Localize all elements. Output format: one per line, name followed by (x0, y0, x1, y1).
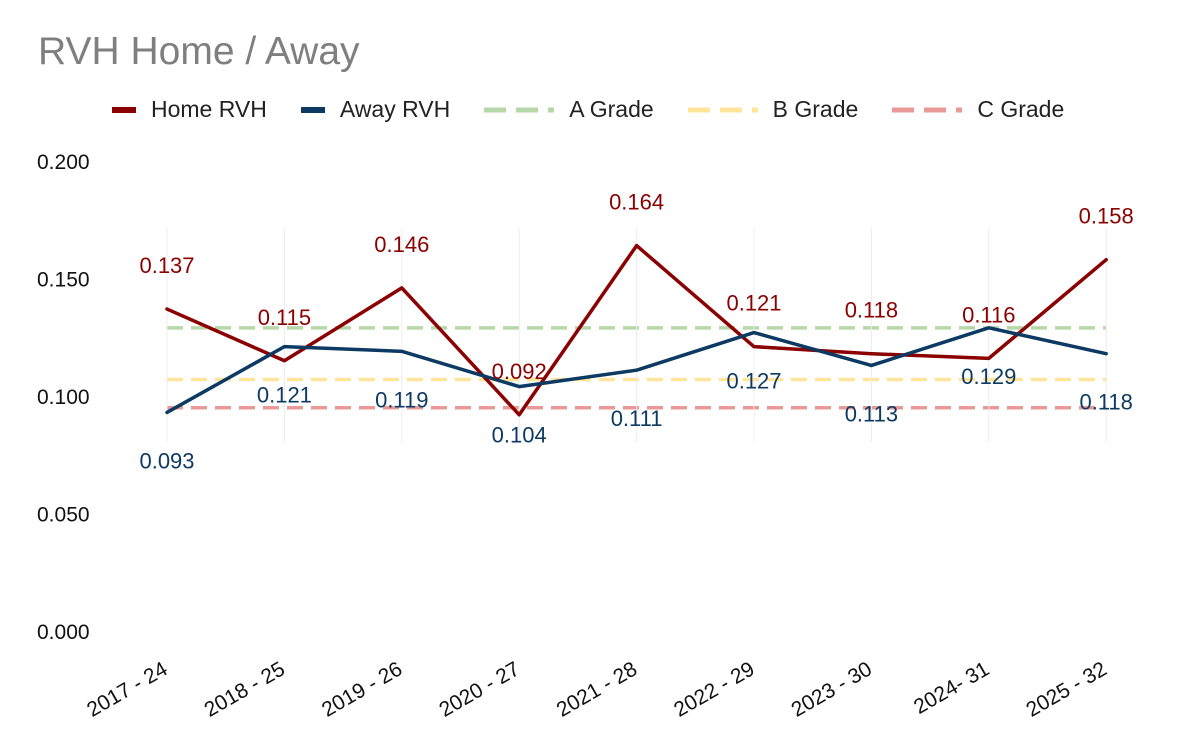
x-tick-label: 2025 - 32 (1022, 657, 1110, 721)
data-label-away-rvh: 0.104 (492, 423, 547, 448)
legend-swatch-home-rvh (112, 106, 136, 113)
data-label-away-rvh: 0.111 (611, 406, 663, 431)
y-tick-label: 0.150 (37, 269, 90, 292)
series-lines (163, 242, 1110, 419)
legend-swatch-away-rvh (300, 106, 325, 113)
legend-item-b-grade[interactable]: B Grade (687, 96, 859, 123)
data-point-home-rvh[interactable] (985, 354, 993, 362)
series-line-home-rvh[interactable] (165, 243, 1108, 417)
data-label-home-rvh: 0.158 (1079, 204, 1134, 229)
data-labels: 0.137 0.115 0.146 0.092 0.164 0.121 0.118 0.116… (139, 190, 1133, 474)
legend-label-home-rvh: Home RVH (151, 96, 267, 122)
data-point-away-rvh[interactable] (163, 408, 171, 416)
data-point-away-rvh[interactable] (750, 329, 758, 337)
data-point-away-rvh[interactable] (1102, 350, 1110, 358)
x-tick-label: 2022 - 29 (670, 657, 758, 721)
data-point-away-rvh[interactable] (633, 366, 641, 374)
data-point-home-rvh[interactable] (1102, 256, 1110, 264)
legend-swatch-b-grade (687, 107, 758, 112)
data-point-home-rvh[interactable] (280, 357, 288, 365)
x-axis: 2017 - 24 2018 - 25 2019 - 26 2020 - 27 2021… (83, 657, 1111, 721)
label-guides (166, 228, 1107, 442)
x-tick-label: 2021 - 28 (553, 657, 641, 721)
data-point-home-rvh[interactable] (633, 242, 641, 250)
legend-swatch-c-grade (892, 107, 963, 112)
data-label-home-rvh: 0.115 (258, 305, 311, 330)
legend-swatch-a-grade (484, 107, 555, 112)
legend-label-away-rvh: Away RVH (339, 96, 451, 122)
data-label-away-rvh: 0.118 (1079, 390, 1132, 415)
y-tick-label: 0.100 (37, 386, 90, 409)
data-label-home-rvh: 0.092 (492, 359, 547, 384)
data-label-away-rvh: 0.129 (961, 364, 1016, 389)
legend-label-a-grade: A Grade (569, 96, 654, 122)
legend-item-a-grade[interactable]: A Grade (484, 96, 654, 123)
data-label-home-rvh: 0.137 (139, 253, 194, 278)
legend-item-home-rvh[interactable]: Home RVH (112, 96, 267, 123)
x-tick-label: 2017 - 24 (83, 657, 172, 721)
legend-item-c-grade[interactable]: C Grade (892, 96, 1064, 123)
data-label-away-rvh: 0.127 (726, 369, 781, 394)
y-tick-label: 0.200 (37, 151, 90, 174)
data-point-home-rvh[interactable] (515, 411, 523, 419)
legend-label-c-grade: C Grade (977, 96, 1065, 122)
data-label-away-rvh: 0.093 (139, 448, 194, 473)
legend-item-away-rvh[interactable]: Away RVH (300, 96, 451, 123)
data-point-away-rvh[interactable] (280, 343, 288, 351)
data-label-home-rvh: 0.116 (962, 302, 1015, 327)
x-tick-label: 2020 - 27 (435, 657, 523, 721)
y-tick-label: 0.050 (37, 504, 90, 527)
x-tick-label: 2019 - 26 (318, 657, 406, 721)
x-tick-label: 2018 - 25 (201, 657, 289, 721)
x-tick-label: 2024- 31 (910, 657, 993, 718)
data-label-home-rvh: 0.164 (609, 190, 664, 215)
data-point-away-rvh[interactable] (867, 361, 875, 369)
data-point-away-rvh[interactable] (398, 347, 406, 355)
data-label-home-rvh: 0.118 (845, 298, 898, 323)
data-point-home-rvh[interactable] (163, 305, 171, 313)
data-label-away-rvh: 0.121 (257, 383, 312, 408)
data-point-home-rvh[interactable] (867, 350, 875, 358)
y-axis: 0.000 0.050 0.100 0.150 0.200 (37, 151, 90, 644)
chart-title: RVH Home / Away (38, 30, 360, 73)
data-label-home-rvh: 0.146 (374, 232, 429, 257)
data-label-away-rvh: 0.119 (375, 387, 428, 412)
data-point-home-rvh[interactable] (750, 343, 758, 351)
data-label-home-rvh: 0.121 (726, 291, 781, 316)
series-line-away-rvh[interactable] (165, 326, 1108, 415)
y-tick-label: 0.000 (37, 621, 90, 644)
legend: Home RVH Away RVH A Grade B Grade C Grad… (112, 96, 1098, 123)
data-point-home-rvh[interactable] (398, 284, 406, 292)
x-tick-label: 2023 - 30 (788, 657, 876, 721)
legend-label-b-grade: B Grade (772, 96, 859, 122)
data-label-away-rvh: 0.113 (845, 401, 898, 426)
